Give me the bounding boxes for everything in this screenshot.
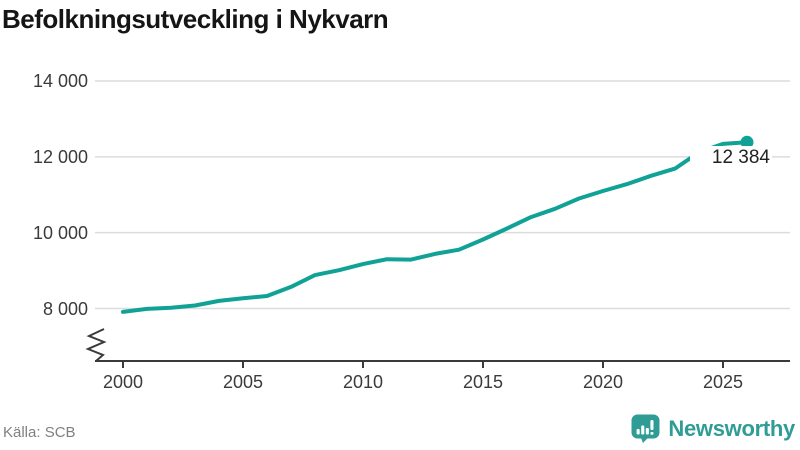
population-series-line: [121, 140, 749, 314]
x-tick-label: 2000: [102, 372, 144, 392]
x-tick-label: 2010: [342, 372, 384, 392]
y-tick-label: 10 000: [32, 222, 88, 243]
newsworthy-bubble-icon: [631, 414, 660, 443]
y-axis-break-icon: [85, 328, 107, 362]
y-tick-label: 8 000: [42, 298, 88, 319]
x-tick-label: 2020: [582, 372, 624, 392]
latest-point-marker: [740, 135, 754, 149]
x-tick-label: 2005: [222, 372, 264, 392]
y-tick-label: 12 000: [32, 146, 88, 167]
newsworthy-logo: Newsworthy: [630, 413, 795, 444]
x-tick-label: 2025: [702, 372, 744, 392]
y-tick-label: 14 000: [32, 71, 88, 91]
brand-name: Newsworthy: [668, 416, 795, 441]
latest-value-label: 12 384: [690, 146, 772, 170]
chart-title: Befolkningsutveckling i Nykvarn: [2, 4, 389, 34]
source-caption: Källa: SCB: [3, 424, 76, 441]
x-tick-label: 2015: [462, 372, 504, 392]
